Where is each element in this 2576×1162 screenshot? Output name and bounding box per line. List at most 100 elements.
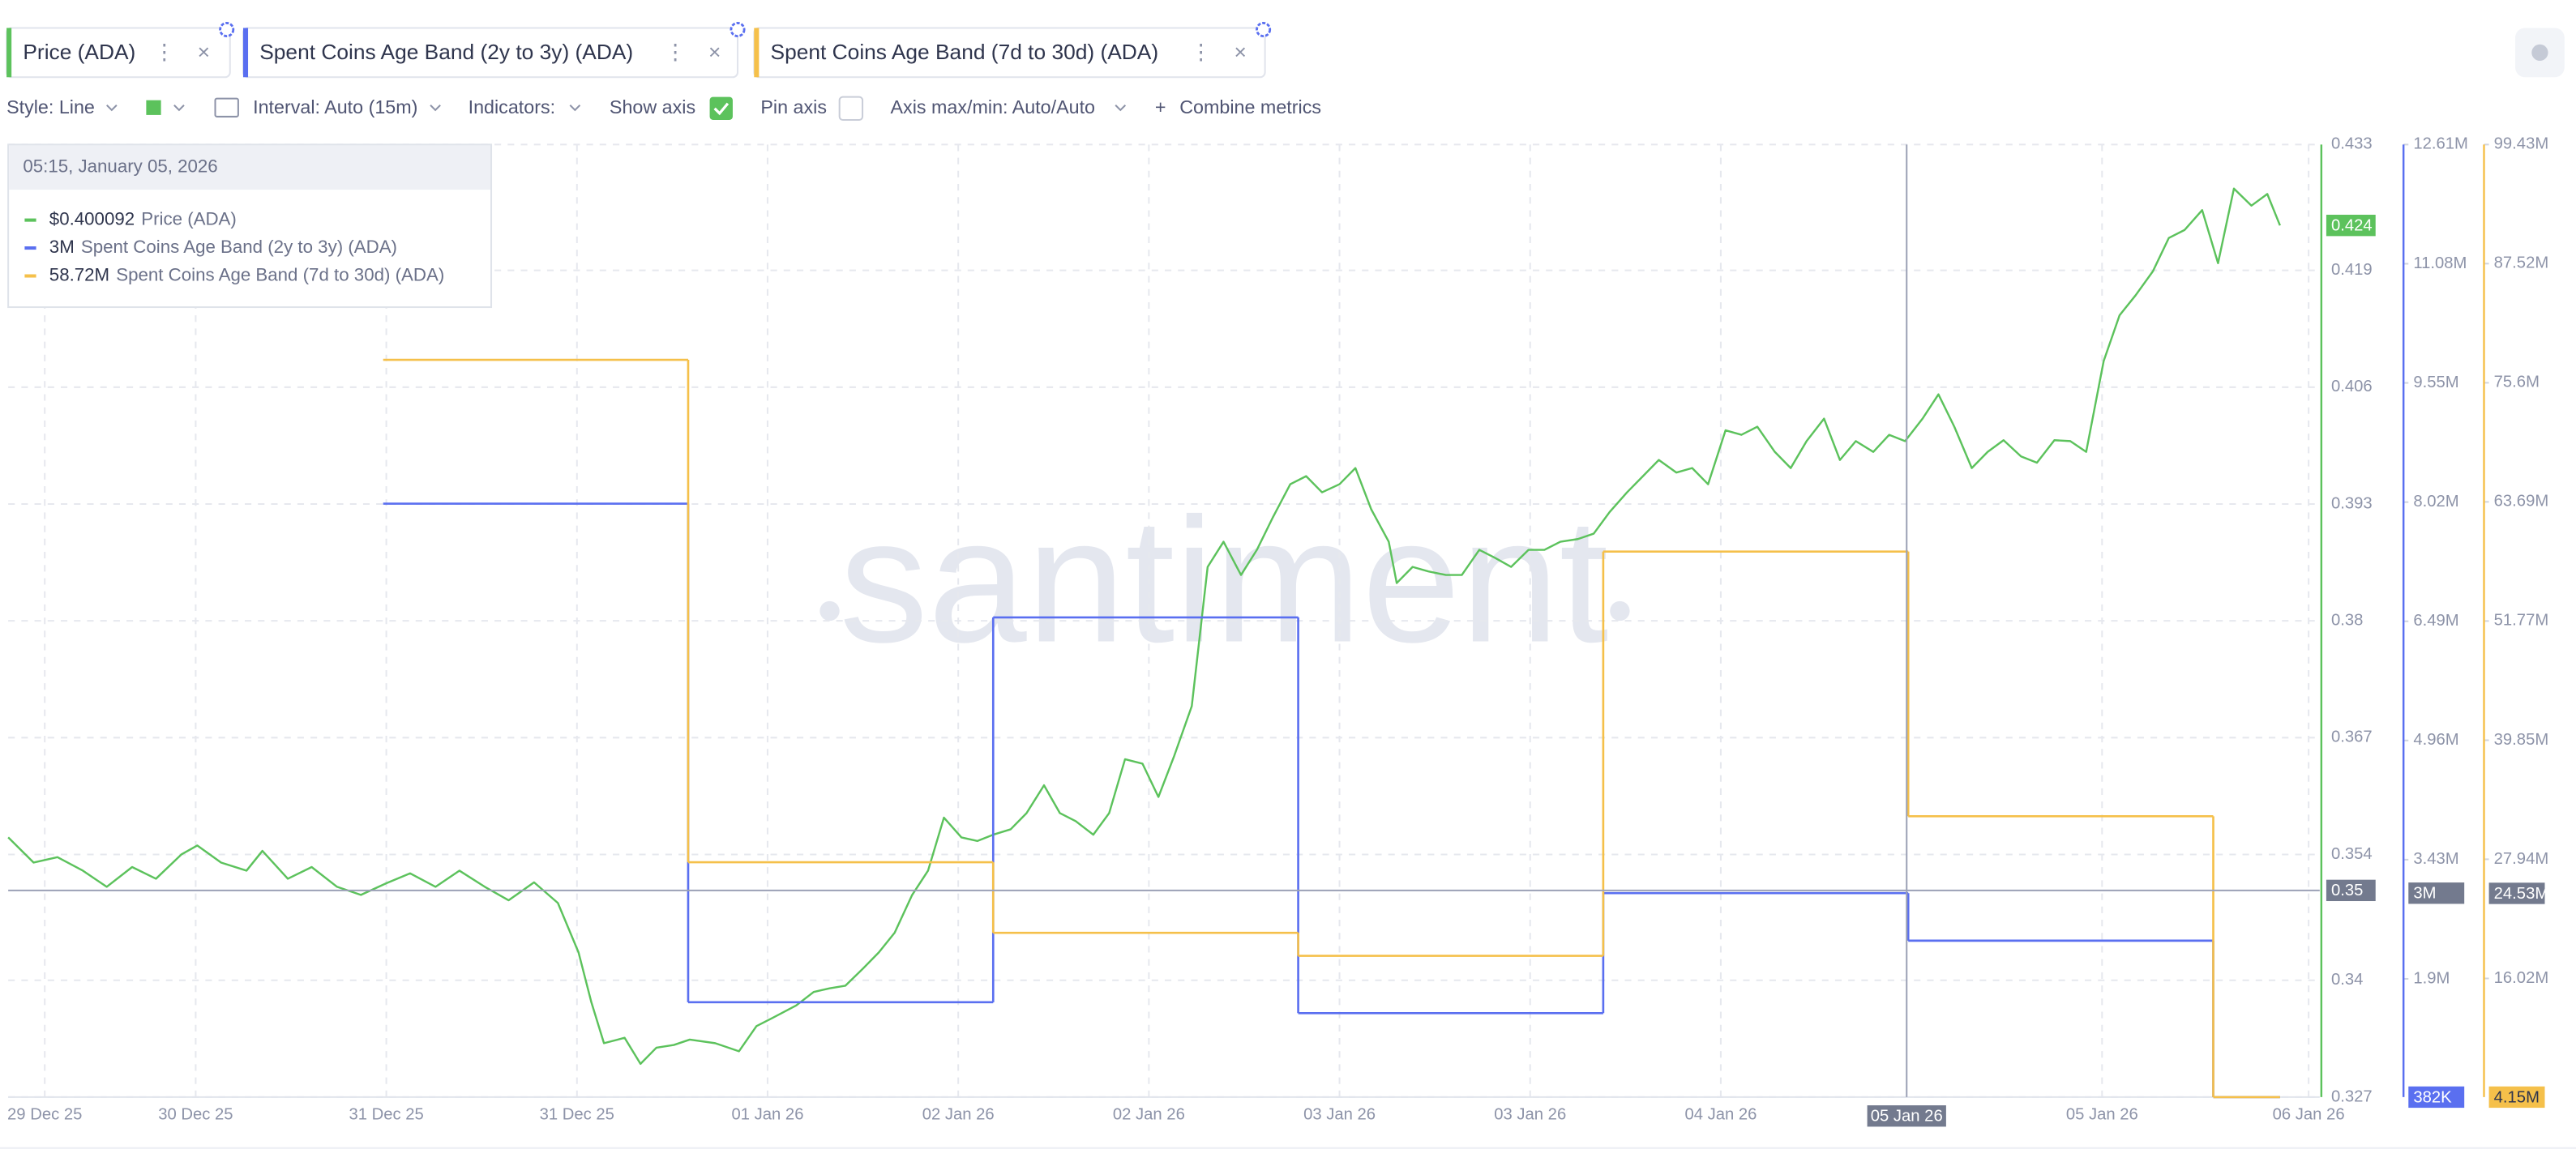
x-tick-label: 03 Jan 26 <box>1303 1106 1376 1124</box>
indicators-select[interactable]: Indicators: <box>469 96 555 117</box>
style-select[interactable]: Style: Line <box>6 96 95 117</box>
y-tick-label: 39.85M <box>2494 731 2549 749</box>
y-tick-label: 0.406 <box>2331 378 2373 395</box>
settings-icon[interactable] <box>1256 21 1272 38</box>
last-value-badge-label: 0.424 <box>2331 217 2373 235</box>
y-tick-label: 4.96M <box>2413 731 2458 749</box>
tooltip: 05:15, January 05, 2026 $0.400092 Price (… <box>7 143 493 309</box>
crosshair-y-badge <box>2326 879 2376 902</box>
show-axis-label[interactable]: Show axis <box>610 96 695 117</box>
y-tick-label: 63.69M <box>2494 493 2549 511</box>
tooltip-row: 58.72M Spent Coins Age Band (7d to 30d) (… <box>49 264 444 284</box>
settings-icon[interactable] <box>730 21 746 38</box>
x-tick-label: 01 Jan 26 <box>732 1106 804 1124</box>
tab-label[interactable]: Price (ADA) <box>23 40 135 64</box>
y-tick-label: 12.61M <box>2413 135 2468 153</box>
crosshair-y3-badge <box>2488 882 2545 904</box>
watermark-dot <box>1610 600 1630 622</box>
tooltip-value: 58.72M <box>49 264 109 284</box>
combine-metrics[interactable]: Combine metrics <box>1179 96 1321 117</box>
y-tick-label: 3.43M <box>2413 850 2458 868</box>
x-tick-label: 29 Dec 25 <box>7 1106 82 1124</box>
chevron <box>1115 105 1127 112</box>
y-tick-label: 0.433 <box>2331 135 2373 153</box>
tab-label[interactable]: Spent Coins Age Band (2y to 3y) (ADA) <box>259 40 633 64</box>
tab-menu[interactable]: ⋮ <box>1190 40 1211 64</box>
interval-select[interactable]: Interval: Auto (15m) <box>253 96 417 117</box>
tooltip-value: $0.400092 <box>49 209 135 229</box>
watermark-dot <box>819 600 840 622</box>
tab-stripe <box>6 28 12 78</box>
tooltip-series: Price (ADA) <box>141 209 237 229</box>
tab-close[interactable]: × <box>708 40 721 64</box>
show-axis-checkbox[interactable] <box>709 96 733 120</box>
tab-stripe <box>242 28 249 78</box>
tooltip-row: $0.400092 Price (ADA) <box>49 209 237 229</box>
tab-bar: Price (ADA) ⋮ × Spent Coins Age Band (2y… <box>6 21 2565 79</box>
pin-axis-label[interactable]: Pin axis <box>760 96 827 117</box>
y-tick-label: 6.49M <box>2413 612 2458 630</box>
crosshair-y-badge-label: 0.35 <box>2331 882 2363 899</box>
watermark: santiment <box>819 482 1630 680</box>
x-tick-label: 03 Jan 26 <box>1494 1106 1566 1124</box>
crosshair-y3-badge-label: 24.53M <box>2494 885 2549 903</box>
tab-close[interactable]: × <box>1235 40 1247 64</box>
x-tick-label: 31 Dec 25 <box>540 1106 614 1124</box>
pin-axis-checkbox[interactable] <box>838 96 864 121</box>
price-line <box>7 187 2281 1066</box>
x-tick-label: 02 Jan 26 <box>1113 1106 1185 1124</box>
tooltip-series: Spent Coins Age Band (2y to 3y) (ADA) <box>81 237 397 257</box>
chevron <box>173 105 185 112</box>
x-tick-label: 04 Jan 26 <box>1684 1106 1757 1124</box>
last-value-badge <box>2488 1086 2545 1109</box>
y-tick-label: 0.354 <box>2331 845 2373 863</box>
tooltip-row: 3M Spent Coins Age Band (2y to 3y) (ADA) <box>49 237 397 257</box>
y-tick-label: 11.08M <box>2413 254 2467 272</box>
x-tick-label: 02 Jan 26 <box>922 1106 995 1124</box>
y-tick-label: 99.43M <box>2494 135 2549 153</box>
chevron <box>430 105 441 112</box>
watermark-text: santiment <box>839 482 1608 680</box>
tab-label[interactable]: Spent Coins Age Band (7d to 30d) (ADA) <box>771 40 1159 64</box>
x-tick-label: 06 Jan 26 <box>2273 1106 2345 1124</box>
tab-menu[interactable]: ⋮ <box>154 40 175 64</box>
x-tick-label: 31 Dec 25 <box>349 1106 423 1124</box>
last-value-badge-label: 382K <box>2413 1088 2452 1106</box>
tab-menu[interactable]: ⋮ <box>665 40 686 64</box>
interval-icon <box>214 97 239 117</box>
y-tick-label: 0.38 <box>2331 612 2363 630</box>
crosshair-y2-badge <box>2408 882 2465 904</box>
chevron <box>569 105 581 112</box>
y-tick-label: 8.02M <box>2413 493 2458 511</box>
tooltip-header <box>9 145 490 190</box>
tooltip-time: 05:15, January 05, 2026 <box>23 156 217 177</box>
crosshair-y2-badge-label: 3M <box>2413 885 2436 903</box>
y-tick-label: 27.94M <box>2494 850 2549 868</box>
tab[interactable] <box>6 27 231 79</box>
settings-icon[interactable] <box>219 21 235 38</box>
last-value-badge <box>2326 215 2376 237</box>
y-tick-label: 0.34 <box>2331 971 2363 989</box>
y-tick-label: 0.393 <box>2331 494 2373 512</box>
crosshair-x-badge <box>1867 1105 1946 1127</box>
check <box>713 102 730 116</box>
y-tick-label: 9.55M <box>2413 374 2458 391</box>
crosshair-x-label: 05 Jan 26 <box>1871 1108 1943 1126</box>
y-tick-label: 0.419 <box>2331 261 2373 279</box>
y-tick-label: 51.77M <box>2494 612 2549 630</box>
tooltip-series: Spent Coins Age Band (7d to 30d) (ADA) <box>116 264 444 284</box>
button-dot <box>2531 44 2548 62</box>
chevron <box>106 105 118 112</box>
y-tick-label: 75.6M <box>2494 374 2540 391</box>
tab-stripe <box>754 28 760 78</box>
axis-range-select[interactable]: Axis max/min: Auto/Auto <box>891 96 1096 117</box>
last-value-badge-label: 4.15M <box>2494 1088 2540 1106</box>
y-tick-label: 1.9M <box>2413 969 2450 987</box>
y-tick-label: 0.367 <box>2331 728 2373 746</box>
tooltip-value: 3M <box>49 237 75 257</box>
color-picker[interactable] <box>146 100 161 115</box>
tab-close[interactable]: × <box>198 40 210 64</box>
y-tick-label: 87.52M <box>2494 254 2549 272</box>
